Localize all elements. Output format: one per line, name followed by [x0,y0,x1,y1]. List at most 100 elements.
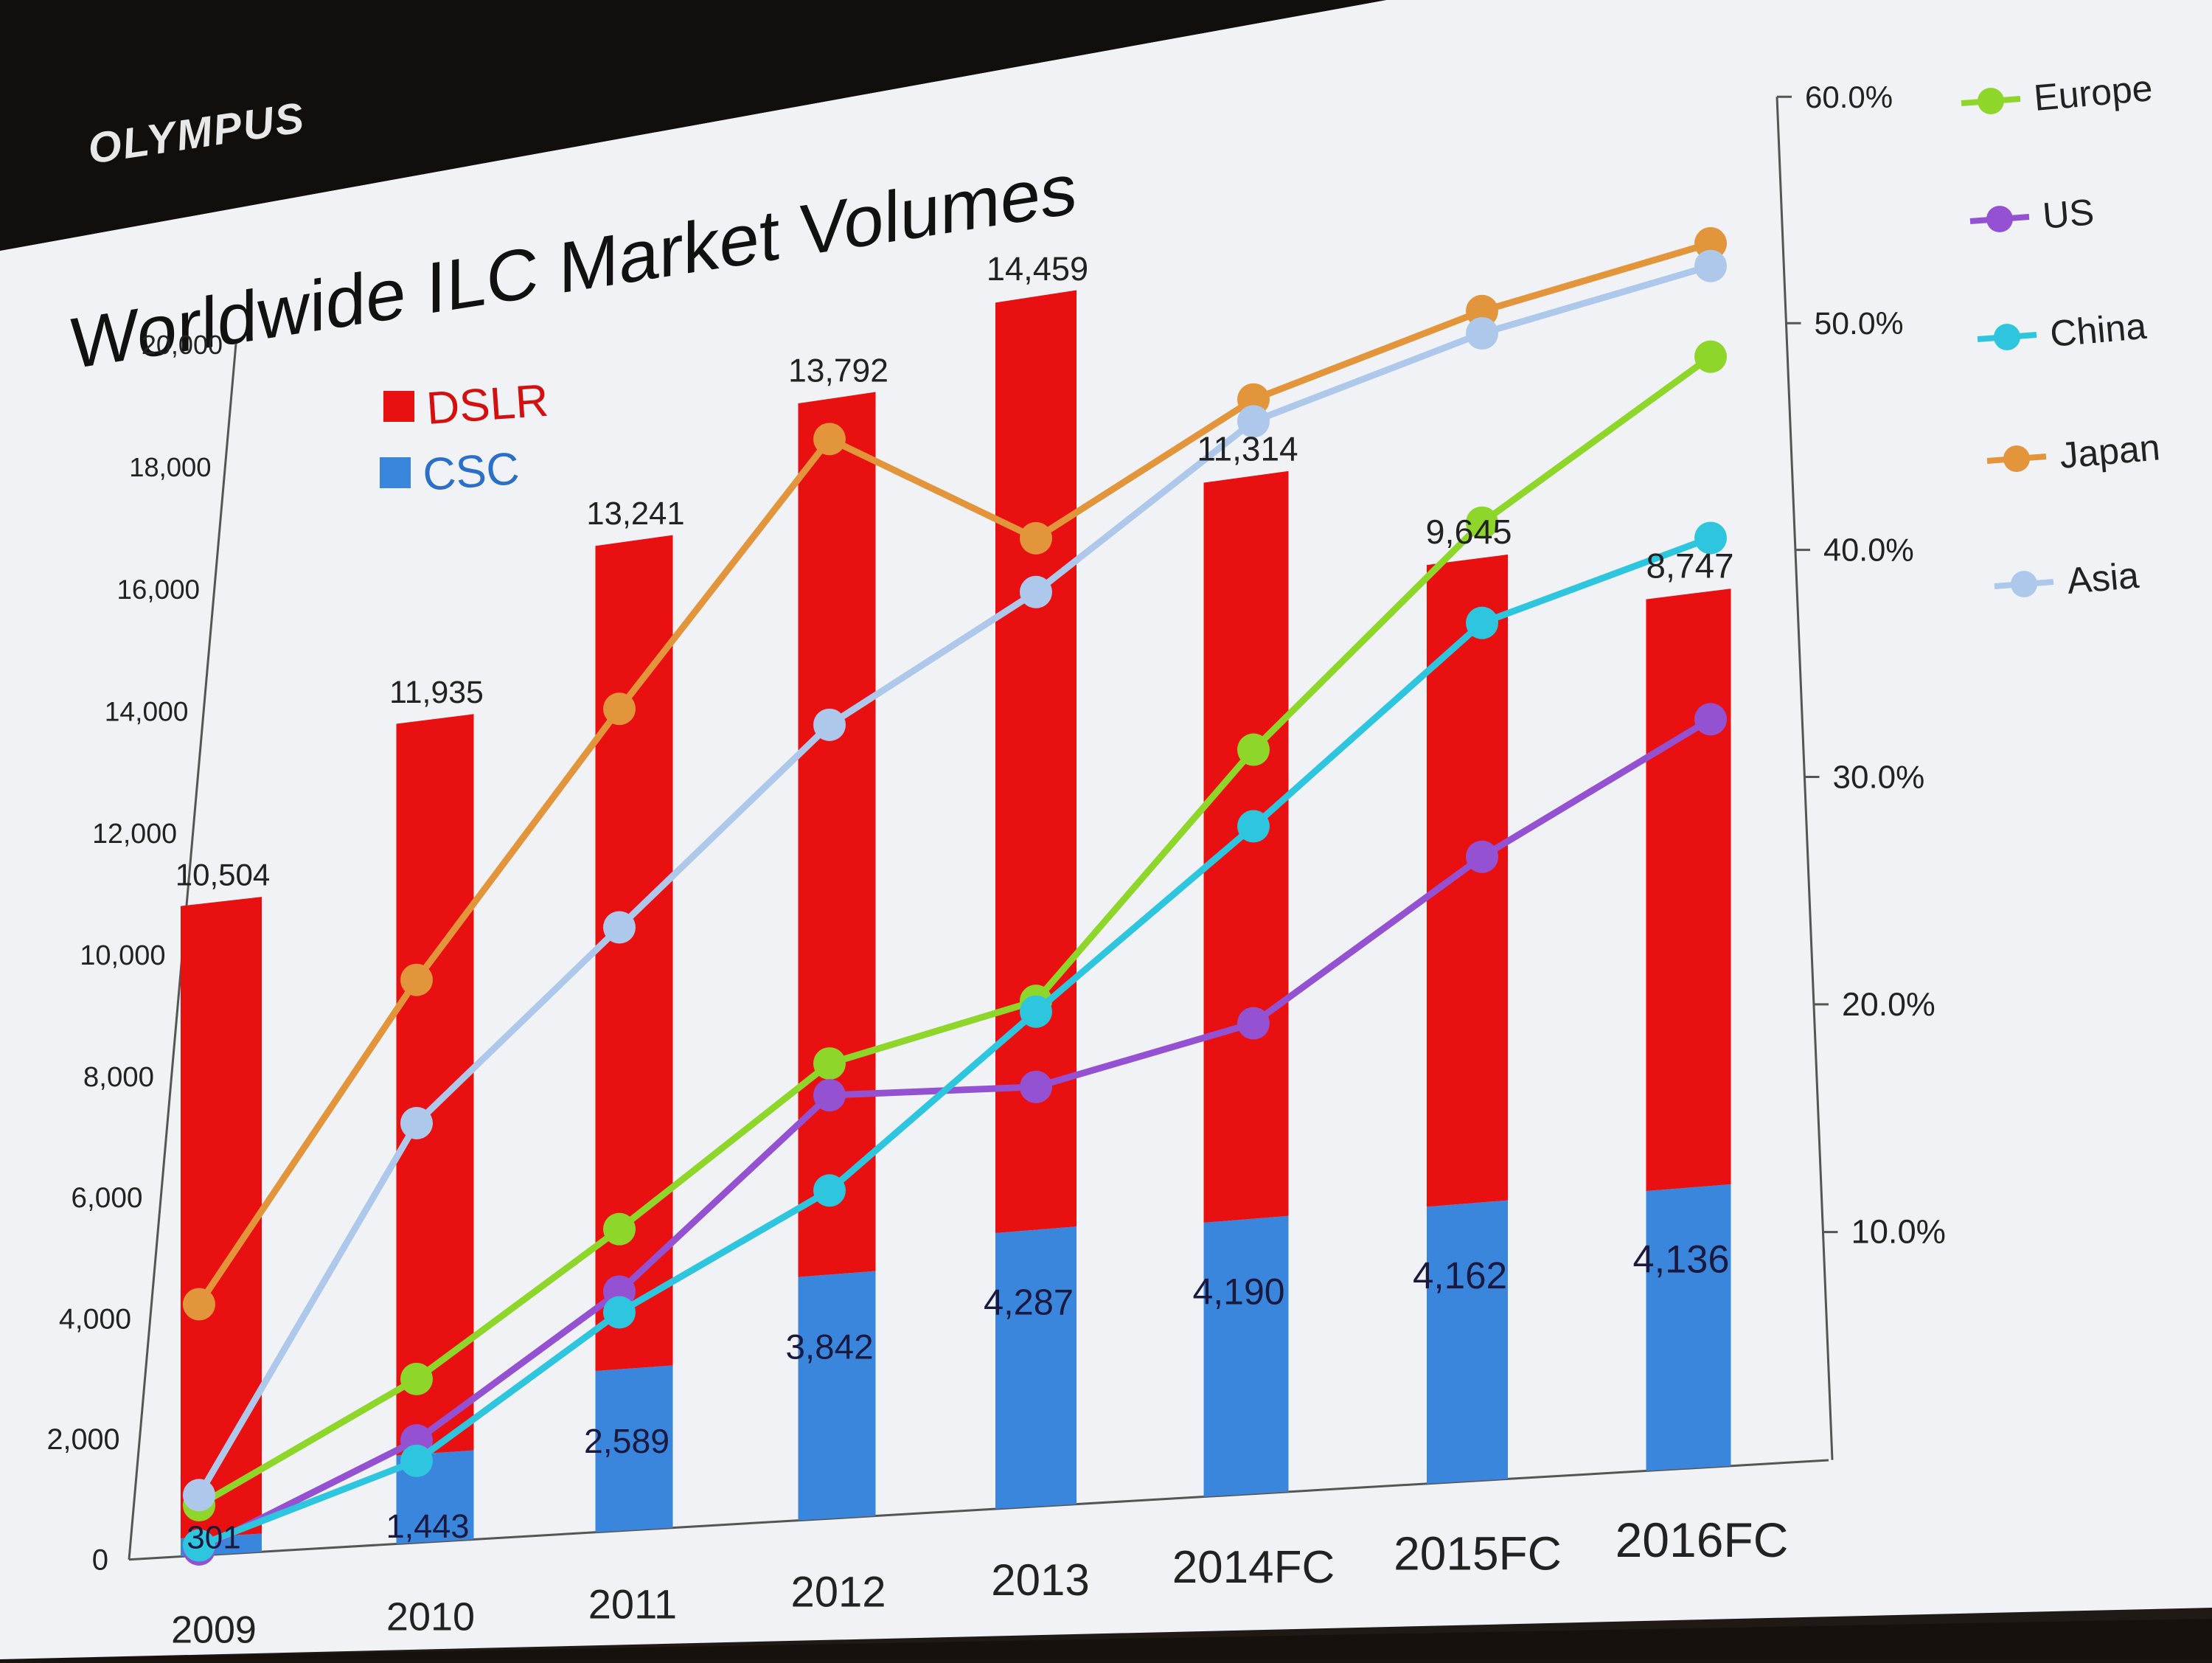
line-japan [196,240,1712,1307]
point-japan [1466,294,1498,327]
x-tick-label: 2010 [386,1594,475,1639]
data-label-dslr: 13,792 [788,353,888,389]
legend-marker-asia [2011,571,2037,597]
point-asia [1466,317,1498,350]
legend-label-japan: Japan [2058,426,2162,476]
legend-label-dslr: DSLR [425,375,550,434]
bar-dslr [595,535,673,1371]
bar-dslr [396,714,474,1456]
legend-label-csc: CSC [421,443,521,501]
bar-dslr [1646,589,1731,1192]
data-label-csc: 4,190 [1192,1271,1284,1312]
y-tick-label: 4,000 [59,1303,131,1335]
y2-tick-label: 30.0% [1833,760,1925,796]
legend-marker-us [1986,206,2013,232]
point-us [1237,1007,1270,1040]
lines-layer [183,227,1727,1566]
point-europe [813,1047,846,1080]
point-asia [1020,575,1052,608]
point-china [813,1174,846,1207]
y-tick-label: 10,000 [80,940,165,971]
data-label-dslr: 14,459 [987,250,1088,288]
data-label-csc: 3,842 [785,1328,873,1367]
data-label-csc: 301 [187,1519,240,1555]
legend-label-asia: Asia [2065,555,2140,602]
point-china [1020,995,1052,1028]
bar-dslr [1427,554,1508,1207]
bar-csc [798,1271,876,1521]
point-asia [183,1479,215,1512]
bar-csc [1203,1215,1289,1497]
point-us [1694,703,1727,736]
y-tick-label: 6,000 [71,1182,142,1214]
point-china [603,1296,636,1329]
point-us [1020,1070,1052,1103]
point-japan [1694,227,1727,260]
header-band [0,0,1386,251]
bar-dslr [798,392,876,1277]
point-china [183,1529,215,1562]
legend-label-europe: Europe [2032,67,2154,119]
y2-tick-label: 10.0% [1851,1213,1946,1251]
line-asia [196,263,1712,1497]
y-tick-label: 2,000 [46,1423,119,1456]
data-label-csc: 4,136 [1632,1238,1729,1281]
point-japan [1020,521,1052,555]
point-asia [603,911,636,944]
point-china [1694,521,1727,555]
line-us [197,716,1713,1553]
y-tick-label: 18,000 [129,452,211,482]
y-tick-label: 20,000 [142,330,223,360]
point-japan [400,963,433,996]
point-japan [183,1288,215,1321]
bar-csc [1646,1184,1731,1471]
data-label-csc: 4,162 [1413,1254,1507,1296]
point-europe [1466,506,1498,539]
legend-marker-japan [2003,445,2030,472]
point-asia [813,708,846,741]
y-tick-label: 12,000 [92,818,177,849]
bar-dslr [181,897,262,1539]
legend-label-us: US [2041,191,2096,237]
y-tick-label: 16,000 [116,574,200,605]
point-us [1466,840,1498,873]
point-europe [1694,340,1727,373]
y2-tick-label: 60.0% [1805,80,1893,114]
data-label-csc: 2,589 [584,1422,669,1460]
y2-tick-label: 40.0% [1823,533,1914,569]
data-label-dslr: 10,504 [175,857,270,892]
y-tick-label: 14,000 [105,696,189,727]
point-asia [400,1106,433,1139]
x-tick-label: 2009 [171,1608,257,1651]
labels-layer: 2009 10,504 301 2010 11,935 1,443 2011 13,241 2,… [171,250,1788,1651]
x-tick-label: 2015FC [1394,1527,1562,1580]
point-europe [1237,733,1270,766]
bar-csc [1427,1200,1508,1484]
data-label-dslr: 11,314 [1197,430,1298,468]
data-label-dslr: 9,645 [1425,513,1512,551]
bar-csc [995,1226,1077,1510]
y-tick-label: 8,000 [83,1061,154,1093]
bar-dslr [1203,471,1289,1223]
point-china [1466,606,1498,639]
point-japan [603,692,636,726]
bar-csc [595,1365,673,1532]
point-asia [1237,405,1270,438]
x-tick-label: 2012 [790,1569,886,1617]
legend-marker-china [1994,324,2020,350]
line-china [198,535,1712,1549]
data-label-dslr: 13,241 [586,496,684,532]
y2-tick-label: 20.0% [1842,987,1935,1023]
line-europe [197,354,1713,1508]
legend-swatch-csc [380,457,411,488]
legend-marker-europe [1978,88,2004,114]
legend: DSLR CSC Europe US China Japan Asia [380,67,2162,602]
x-tick-label: 2014FC [1172,1542,1335,1593]
data-label-csc: 1,443 [386,1507,469,1545]
x-tick-label: 2011 [588,1581,677,1628]
point-japan [813,423,846,456]
data-label-csc: 4,287 [984,1283,1074,1323]
data-label-dslr: 8,747 [1646,546,1733,586]
